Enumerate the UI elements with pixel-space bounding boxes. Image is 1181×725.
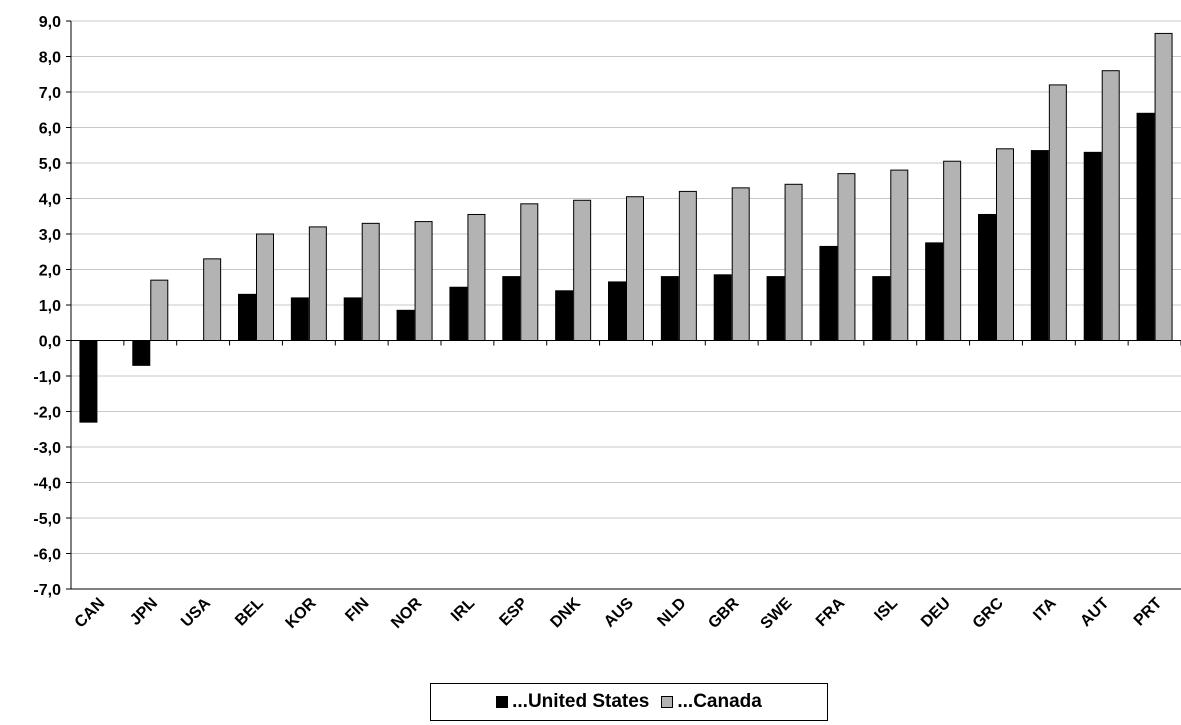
x-tick-label-ita: ITA bbox=[1030, 594, 1060, 624]
bar-united-states-jpn bbox=[132, 340, 151, 366]
x-tick-label-bel: BEL bbox=[232, 595, 267, 630]
bar-canada-dnk bbox=[573, 199, 592, 341]
legend-label-canada: ...Canada bbox=[677, 691, 762, 712]
bar-united-states-aus bbox=[608, 281, 626, 341]
bar-canada-bel bbox=[256, 233, 274, 341]
bar-canada-usa bbox=[203, 258, 222, 342]
bar-canada-jpn bbox=[150, 279, 169, 341]
bar-canada-esp bbox=[520, 203, 539, 341]
x-tick-label-esp: ESP bbox=[496, 595, 531, 630]
legend-label-united-states: ...United States bbox=[512, 691, 650, 712]
x-tick-label-isl: ISL bbox=[871, 595, 901, 625]
gridlines bbox=[71, 20, 1181, 554]
bar-canada-grc bbox=[996, 148, 1014, 341]
bar-united-states-bel bbox=[238, 293, 256, 342]
bars bbox=[79, 32, 1173, 423]
legend-swatch-united-states bbox=[496, 696, 509, 708]
x-tick-label-irl: IRL bbox=[448, 595, 478, 625]
y-tick-label: -3,0 bbox=[33, 440, 61, 457]
bar-united-states-swe bbox=[766, 276, 785, 342]
bar-canada-isl bbox=[890, 169, 909, 341]
bar-united-states-prt bbox=[1136, 112, 1155, 341]
y-tick-label: 3,0 bbox=[39, 227, 61, 244]
y-tick-label: 4,0 bbox=[39, 192, 61, 209]
legend: ...United States ...Canada bbox=[430, 683, 828, 721]
legend-item-canada: ...Canada bbox=[661, 691, 762, 713]
bar-canada-swe bbox=[784, 183, 803, 341]
x-tick-label-fin: FIN bbox=[342, 595, 372, 625]
x-tick-label-swe: SWE bbox=[758, 595, 796, 633]
x-tick-label-nld: NLD bbox=[654, 595, 689, 630]
x-tick-label-usa: USA bbox=[178, 594, 214, 630]
bar-united-states-ita bbox=[1030, 150, 1049, 341]
bar-united-states-nld bbox=[660, 276, 679, 342]
y-tick-label: -6,0 bbox=[33, 547, 61, 564]
x-tick-label-kor: KOR bbox=[283, 594, 320, 631]
bar-united-states-can bbox=[79, 340, 98, 423]
x-tick-label-can: CAN bbox=[72, 595, 109, 632]
bar-united-states-grc bbox=[978, 213, 996, 342]
bar-canada-fra bbox=[837, 173, 856, 341]
x-tick-label-nor: NOR bbox=[388, 594, 425, 631]
y-tick-label: -1,0 bbox=[33, 369, 61, 386]
legend-item-united-states: ...United States bbox=[496, 691, 649, 713]
x-tick-label-grc: GRC bbox=[970, 594, 1007, 631]
bar-canada-gbr bbox=[731, 187, 750, 341]
bar-canada-kor bbox=[308, 226, 327, 341]
y-tick-label: 8,0 bbox=[39, 50, 61, 67]
y-tick-label: -4,0 bbox=[33, 476, 61, 493]
x-tick-label-deu: DEU bbox=[918, 595, 954, 631]
bar-canada-prt bbox=[1154, 32, 1173, 342]
bar-united-states-nor bbox=[396, 309, 415, 342]
x-tick-label-prt: PRT bbox=[1131, 595, 1166, 630]
bar-canada-ita bbox=[1048, 84, 1067, 342]
x-tick-labels: CAN JPN USA BEL KOR FIN NOR IRL ESP DNK AUS NLD GBR S… bbox=[72, 594, 1166, 632]
y-tick-label: 5,0 bbox=[39, 156, 61, 173]
bar-united-states-irl bbox=[449, 286, 468, 341]
x-tick-label-aut: AUT bbox=[1077, 595, 1112, 630]
bar-united-states-isl bbox=[872, 276, 891, 342]
axes bbox=[66, 20, 1181, 590]
bar-united-states-esp bbox=[502, 276, 521, 342]
y-tick-label: 1,0 bbox=[39, 298, 61, 315]
legend-swatch-canada bbox=[661, 696, 674, 708]
x-tick-label-gbr: GBR bbox=[705, 594, 742, 631]
y-tick-label: -7,0 bbox=[33, 582, 61, 599]
y-tick-label: -2,0 bbox=[33, 405, 61, 422]
bar-canada-fin bbox=[361, 222, 380, 342]
bar-united-states-kor bbox=[290, 297, 309, 341]
bar-canada-irl bbox=[467, 213, 486, 342]
bar-united-states-deu bbox=[925, 242, 944, 341]
y-tick-label: 6,0 bbox=[39, 121, 61, 138]
bar-united-states-fin bbox=[343, 297, 362, 341]
y-tick-label: 7,0 bbox=[39, 85, 61, 102]
y-tick-labels: -7,0 -6,0 -5,0 -4,0 -3,0 -2,0 -1,0 0,0 1,0 2,0 3,0… bbox=[33, 14, 61, 599]
y-tick-label: 0,0 bbox=[39, 334, 61, 351]
x-tick-label-aus: AUS bbox=[601, 595, 637, 631]
bar-united-states-fra bbox=[819, 245, 838, 341]
x-tick-label-dnk: DNK bbox=[547, 594, 584, 631]
y-tick-label: -5,0 bbox=[33, 511, 61, 528]
bar-canada-aus bbox=[626, 196, 644, 341]
y-tick-label: 9,0 bbox=[39, 14, 61, 31]
bar-canada-deu bbox=[943, 160, 962, 341]
bar-canada-aut bbox=[1101, 70, 1120, 341]
x-tick-label-fra: FRA bbox=[813, 594, 849, 630]
bar-canada-nld bbox=[678, 190, 697, 341]
bar-united-states-dnk bbox=[555, 290, 574, 341]
bar-united-states-gbr bbox=[713, 274, 732, 342]
bar-canada-nor bbox=[414, 221, 433, 341]
y-tick-label: 2,0 bbox=[39, 263, 61, 280]
x-tick-label-jpn: JPN bbox=[127, 595, 161, 629]
bar-united-states-aut bbox=[1083, 151, 1102, 341]
